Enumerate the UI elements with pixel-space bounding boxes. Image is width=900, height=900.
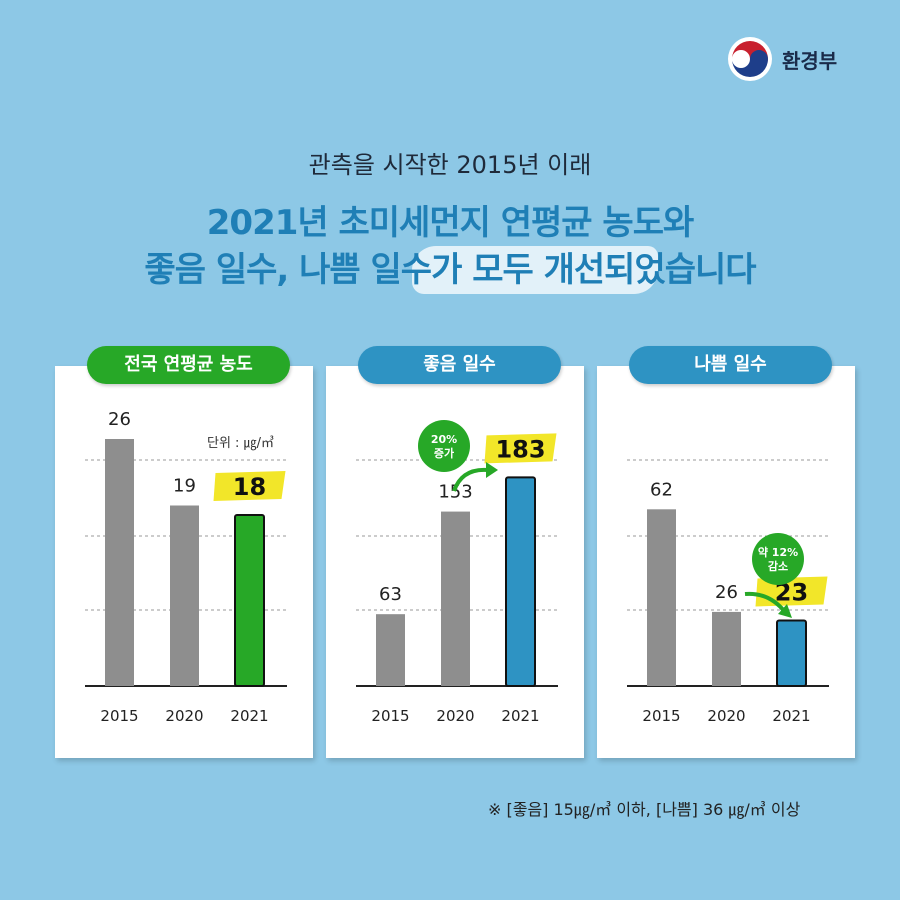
tick-label-2015: 2015 (371, 707, 409, 725)
ministry-name: 환경부 (782, 48, 838, 73)
bar-2015 (376, 614, 405, 686)
value-highlight (213, 471, 286, 501)
title-pill-concentration: 전국 연평균 농도 (87, 346, 290, 384)
bar-2021 (505, 476, 536, 687)
headline-line-1: 2021년 초미세먼지 연평균 농도와 (206, 203, 695, 243)
bar-2020 (712, 611, 741, 686)
tick-label-2020: 2020 (707, 707, 745, 725)
data-label-2020: 19 (173, 476, 196, 497)
tick-label-2021: 2021 (501, 707, 539, 725)
tick-label-2015: 2015 (642, 707, 680, 725)
chart-concentration: 2015 26 2020 19 2021 18 (85, 409, 287, 725)
data-label-2020: 153 (438, 482, 472, 503)
data-label-2021: 183 (495, 435, 545, 463)
annotation-badge (752, 533, 804, 585)
bar-2015 (647, 509, 676, 686)
bar-2020 (170, 505, 199, 686)
data-label-2021: 18 (233, 473, 266, 501)
taegeuk-icon (728, 37, 772, 81)
footnote: ※ [좋음] 15㎍/㎥ 이하, [나쁨] 36 ㎍/㎥ 이상 (488, 800, 801, 819)
chart-good-days: 2015 63 2020 153 2021 183 20%증가 (356, 420, 558, 725)
data-label-2015: 62 (650, 479, 673, 500)
tick-label-2021: 2021 (772, 707, 810, 725)
tick-label-2020: 2020 (436, 707, 474, 725)
subtitle: 관측을 시작한 2015년 이래 (308, 151, 592, 179)
card-good-days: 2015 63 2020 153 2021 183 20% 증가 (326, 366, 584, 758)
value-highlight (484, 433, 557, 464)
annotation-text: 20% (431, 433, 457, 446)
data-label-2015: 63 (379, 584, 402, 605)
annotation-arrowhead (486, 462, 498, 478)
bar-2015 (105, 439, 134, 686)
data-label-2015: 26 (108, 409, 131, 430)
data-label-2020: 26 (715, 582, 738, 603)
annotation-arrow (452, 467, 489, 492)
ministry-logo: 환경부 (726, 35, 837, 83)
card-bad-days: 2015 62 2020 26 2021 23 약 12% 감소 (597, 366, 855, 758)
title-pill-bad-days: 나쁨 일수 (629, 346, 832, 384)
annotation-text: 감소 (768, 559, 788, 573)
annotation-text: 약 12% (758, 545, 798, 559)
bar-2021 (234, 514, 265, 687)
unit-label: 단위 : ㎍/㎥ (207, 436, 274, 451)
annotation-text: 증가 (434, 446, 454, 460)
highlight-brush (412, 246, 658, 294)
title-pill-good-days: 좋음 일수 (358, 346, 561, 384)
annotation-badge (418, 420, 470, 472)
bar-2020 (441, 511, 470, 686)
tick-label-2020: 2020 (165, 707, 203, 725)
bar-2021 (776, 619, 807, 687)
tick-label-2021: 2021 (230, 707, 268, 725)
tick-label-2015: 2015 (100, 707, 138, 725)
annotation-arrowhead (778, 604, 792, 618)
card-concentration: 2015 26 2020 19 2021 18 단위 : ㎍/㎥ (55, 366, 313, 758)
annotation-arrow (744, 591, 787, 614)
headline-line-2: 좋음 일수, 나쁨 일수가 모두 개선되었습니다 (144, 250, 756, 290)
